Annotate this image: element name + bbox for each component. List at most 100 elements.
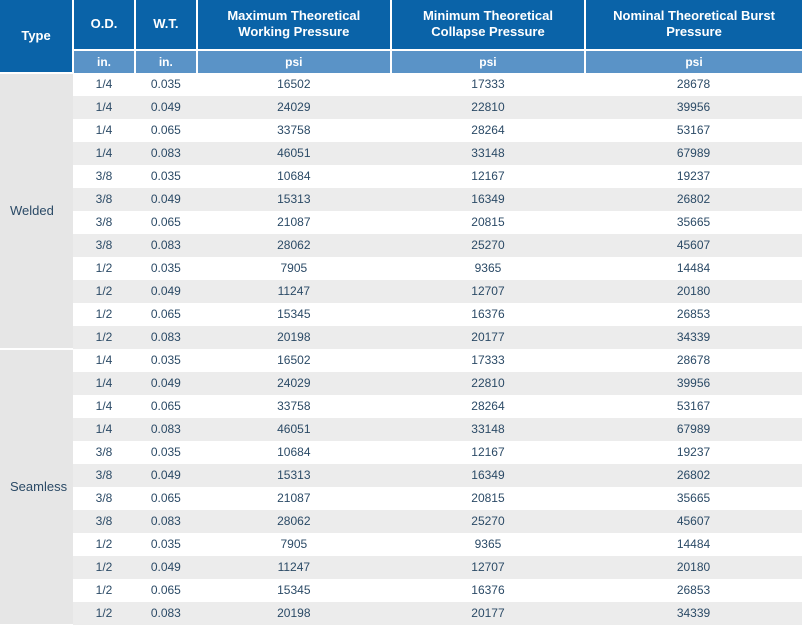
type-cell: Seamless	[0, 349, 73, 625]
cell-burst: 35665	[585, 211, 802, 234]
cell-max: 15313	[197, 188, 391, 211]
cell-max: 28062	[197, 510, 391, 533]
col-unit-wt: in.	[135, 50, 197, 73]
table-row: 3/80.083280622527045607	[0, 234, 802, 257]
cell-od: 1/4	[73, 96, 135, 119]
table-row: Seamless1/40.035165021733328678	[0, 349, 802, 372]
cell-max: 46051	[197, 142, 391, 165]
cell-od: 1/2	[73, 303, 135, 326]
cell-max: 28062	[197, 234, 391, 257]
cell-min: 28264	[391, 119, 585, 142]
cell-min: 9365	[391, 257, 585, 280]
cell-wt: 0.065	[135, 487, 197, 510]
cell-max: 10684	[197, 165, 391, 188]
cell-wt: 0.083	[135, 326, 197, 349]
table-row: 1/20.049112471270720180	[0, 556, 802, 579]
cell-od: 1/2	[73, 326, 135, 349]
cell-max: 10684	[197, 441, 391, 464]
table-row: 3/80.035106841216719237	[0, 441, 802, 464]
cell-od: 3/8	[73, 464, 135, 487]
cell-min: 16376	[391, 579, 585, 602]
cell-max: 15345	[197, 579, 391, 602]
cell-max: 7905	[197, 257, 391, 280]
cell-wt: 0.035	[135, 349, 197, 372]
col-unit-min: psi	[391, 50, 585, 73]
table-row: 3/80.065210872081535665	[0, 487, 802, 510]
cell-min: 33148	[391, 418, 585, 441]
cell-max: 15345	[197, 303, 391, 326]
table-row: 1/20.065153451637626853	[0, 303, 802, 326]
cell-od: 1/2	[73, 579, 135, 602]
cell-od: 3/8	[73, 510, 135, 533]
cell-od: 1/2	[73, 280, 135, 303]
cell-burst: 26853	[585, 579, 802, 602]
cell-wt: 0.049	[135, 188, 197, 211]
cell-od: 3/8	[73, 441, 135, 464]
cell-wt: 0.049	[135, 556, 197, 579]
cell-min: 33148	[391, 142, 585, 165]
cell-od: 1/4	[73, 119, 135, 142]
cell-wt: 0.065	[135, 579, 197, 602]
cell-min: 17333	[391, 349, 585, 372]
cell-burst: 28678	[585, 73, 802, 96]
cell-burst: 45607	[585, 234, 802, 257]
cell-wt: 0.083	[135, 142, 197, 165]
cell-max: 16502	[197, 349, 391, 372]
cell-burst: 20180	[585, 280, 802, 303]
cell-max: 33758	[197, 395, 391, 418]
col-header-wt: W.T.	[135, 0, 197, 50]
col-unit-od: in.	[73, 50, 135, 73]
cell-min: 25270	[391, 234, 585, 257]
table-row: 1/20.083201982017734339	[0, 602, 802, 625]
cell-od: 1/2	[73, 257, 135, 280]
table-header: Type O.D. W.T. Maximum Theoretical Worki…	[0, 0, 802, 73]
cell-wt: 0.035	[135, 73, 197, 96]
cell-burst: 20180	[585, 556, 802, 579]
cell-burst: 34339	[585, 602, 802, 625]
cell-max: 11247	[197, 556, 391, 579]
table-row: 1/40.049240292281039956	[0, 372, 802, 395]
cell-min: 20177	[391, 326, 585, 349]
table-row: 1/40.065337582826453167	[0, 119, 802, 142]
cell-wt: 0.083	[135, 418, 197, 441]
cell-wt: 0.035	[135, 441, 197, 464]
cell-od: 1/4	[73, 372, 135, 395]
cell-wt: 0.065	[135, 211, 197, 234]
cell-max: 15313	[197, 464, 391, 487]
cell-wt: 0.083	[135, 510, 197, 533]
cell-max: 24029	[197, 372, 391, 395]
cell-min: 28264	[391, 395, 585, 418]
cell-burst: 19237	[585, 441, 802, 464]
cell-burst: 26853	[585, 303, 802, 326]
cell-max: 20198	[197, 326, 391, 349]
table-row: 1/40.065337582826453167	[0, 395, 802, 418]
col-unit-max: psi	[197, 50, 391, 73]
cell-burst: 53167	[585, 395, 802, 418]
table-row: 3/80.083280622527045607	[0, 510, 802, 533]
cell-max: 20198	[197, 602, 391, 625]
cell-max: 21087	[197, 487, 391, 510]
cell-wt: 0.065	[135, 303, 197, 326]
cell-od: 1/4	[73, 349, 135, 372]
cell-od: 1/2	[73, 602, 135, 625]
cell-min: 12707	[391, 556, 585, 579]
cell-min: 9365	[391, 533, 585, 556]
cell-min: 16349	[391, 464, 585, 487]
cell-burst: 39956	[585, 372, 802, 395]
cell-od: 3/8	[73, 487, 135, 510]
cell-min: 12167	[391, 441, 585, 464]
cell-od: 3/8	[73, 188, 135, 211]
col-header-max: Maximum Theoretical Working Pressure	[197, 0, 391, 50]
cell-od: 3/8	[73, 211, 135, 234]
col-unit-burst: psi	[585, 50, 802, 73]
cell-burst: 67989	[585, 418, 802, 441]
col-header-burst: Nominal Theoretical Burst Pressure	[585, 0, 802, 50]
cell-od: 1/4	[73, 418, 135, 441]
cell-wt: 0.035	[135, 165, 197, 188]
cell-od: 1/2	[73, 533, 135, 556]
type-cell: Welded	[0, 73, 73, 349]
cell-od: 1/4	[73, 73, 135, 96]
cell-min: 16376	[391, 303, 585, 326]
cell-min: 20177	[391, 602, 585, 625]
cell-max: 11247	[197, 280, 391, 303]
